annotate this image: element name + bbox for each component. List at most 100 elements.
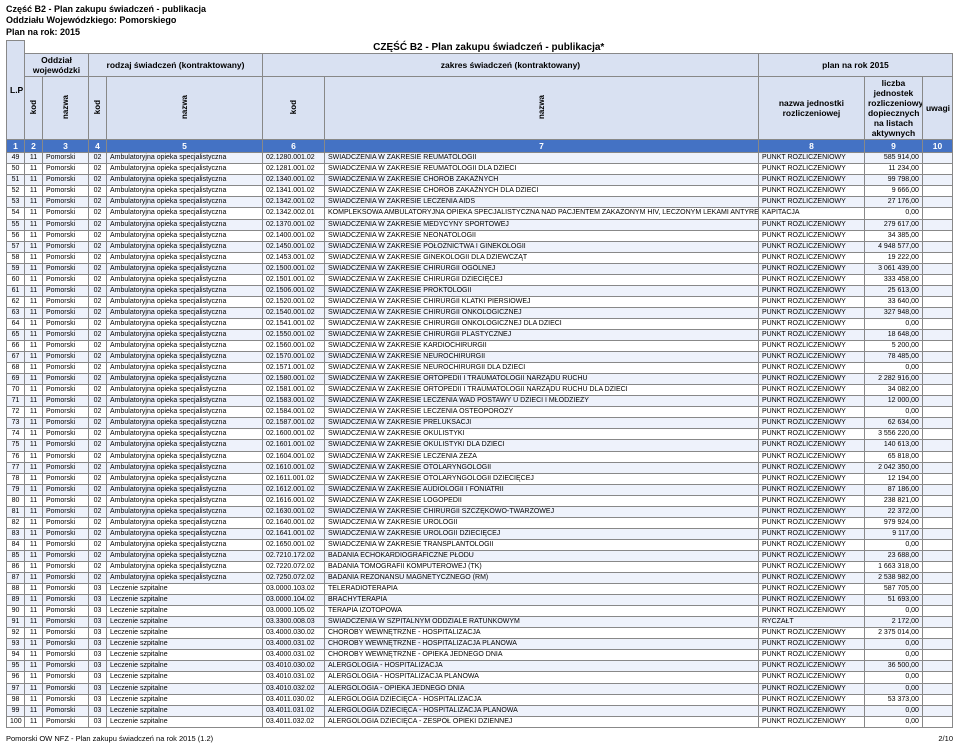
table-cell: Ambulatoryjna opieka specjalistyczna: [107, 208, 263, 219]
table-cell: ŚWIADCZENIA W ZAKRESIE REUMATOLOGII DLA …: [325, 164, 759, 175]
table-cell: PUNKT ROZLICZENIOWY: [758, 418, 864, 429]
table-cell: Pomorski: [43, 363, 89, 374]
table-cell: 02: [89, 164, 107, 175]
table-cell: Pomorski: [43, 385, 89, 396]
table-cell: 0,00: [864, 683, 922, 694]
table-cell: 02: [89, 252, 107, 263]
table-cell: ŚWIADCZENIA W ZAKRESIE LECZENIA AIDS: [325, 197, 759, 208]
th-nazwa-2: nazwa: [107, 77, 263, 140]
table-cell: [922, 495, 952, 506]
table-cell: 11: [25, 550, 43, 561]
table-row: 5011Pomorski02Ambulatoryjna opieka specj…: [7, 164, 953, 175]
table-cell: [922, 528, 952, 539]
table-cell: 03.4011.030.02: [263, 694, 325, 705]
table-cell: ALERGOLOGIA DZIECIĘCA - ZESPÓŁ OPIEKI DZ…: [325, 716, 759, 727]
table-cell: PUNKT ROZLICZENIOWY: [758, 694, 864, 705]
table-cell: [922, 186, 952, 197]
table-cell: Pomorski: [43, 208, 89, 219]
table-cell: Pomorski: [43, 341, 89, 352]
table-cell: Ambulatoryjna opieka specjalistyczna: [107, 473, 263, 484]
table-cell: 587 705,00: [864, 584, 922, 595]
table-cell: Ambulatoryjna opieka specjalistyczna: [107, 451, 263, 462]
table-row: 4911Pomorski02Ambulatoryjna opieka specj…: [7, 153, 953, 164]
table-cell: Leczenie szpitalne: [107, 672, 263, 683]
table-cell: Ambulatoryjna opieka specjalistyczna: [107, 573, 263, 584]
table-cell: Ambulatoryjna opieka specjalistyczna: [107, 418, 263, 429]
table-cell: Ambulatoryjna opieka specjalistyczna: [107, 528, 263, 539]
table-cell: Leczenie szpitalne: [107, 716, 263, 727]
table-cell: 02: [89, 495, 107, 506]
table-row: 9711Pomorski03Leczenie szpitalne03.4010.…: [7, 683, 953, 694]
table-cell: [922, 440, 952, 451]
table-cell: PUNKT ROZLICZENIOWY: [758, 330, 864, 341]
table-row: 9011Pomorski03Leczenie szpitalne03.0000.…: [7, 606, 953, 617]
table-row: 8211Pomorski02Ambulatoryjna opieka specj…: [7, 517, 953, 528]
table-row: 6411Pomorski02Ambulatoryjna opieka specj…: [7, 318, 953, 329]
table-cell: 02.1540.001.02: [263, 307, 325, 318]
table-cell: 02.1560.001.02: [263, 341, 325, 352]
table-cell: 51: [7, 175, 25, 186]
table-cell: Ambulatoryjna opieka specjalistyczna: [107, 484, 263, 495]
table-cell: 02.1370.001.02: [263, 219, 325, 230]
table-cell: 11: [25, 175, 43, 186]
table-cell: [922, 307, 952, 318]
table-row: 7611Pomorski02Ambulatoryjna opieka specj…: [7, 451, 953, 462]
table-row: 8711Pomorski02Ambulatoryjna opieka specj…: [7, 573, 953, 584]
table-cell: 11: [25, 263, 43, 274]
table-cell: 56: [7, 230, 25, 241]
table-cell: ŚWIADCZENIA W ZAKRESIE CHORÓB ZAKAŹNYCH: [325, 175, 759, 186]
table-cell: Ambulatoryjna opieka specjalistyczna: [107, 407, 263, 418]
table-body: 123 456 789 10 4911Pomorski02Ambulatoryj…: [7, 140, 953, 727]
table-cell: 98: [7, 694, 25, 705]
table-cell: PUNKT ROZLICZENIOWY: [758, 363, 864, 374]
table-cell: 03.4010.030.02: [263, 661, 325, 672]
table-cell: 02.1587.001.02: [263, 418, 325, 429]
table-cell: 02.1611.001.02: [263, 473, 325, 484]
table-cell: Pomorski: [43, 528, 89, 539]
table-cell: PUNKT ROZLICZENIOWY: [758, 407, 864, 418]
table-cell: 49: [7, 153, 25, 164]
table-cell: PUNKT ROZLICZENIOWY: [758, 550, 864, 561]
table-cell: 0,00: [864, 716, 922, 727]
table-cell: 23 688,00: [864, 550, 922, 561]
table-cell: ŚWIADCZENIA W ZAKRESIE CHIRURGII SZCZĘKO…: [325, 506, 759, 517]
table-cell: 03: [89, 705, 107, 716]
table-cell: PUNKT ROZLICZENIOWY: [758, 186, 864, 197]
table-cell: PUNKT ROZLICZENIOWY: [758, 285, 864, 296]
th-liczba: liczba jednostek rozliczeniowych/po dopi…: [864, 77, 922, 140]
table-cell: 02.1280.001.02: [263, 153, 325, 164]
table-cell: 18 648,00: [864, 330, 922, 341]
table-cell: 78 485,00: [864, 352, 922, 363]
table-cell: BADANIA TOMOGRAFII KOMPUTEROWEJ (TK): [325, 561, 759, 572]
table-cell: 53: [7, 197, 25, 208]
table-cell: Pomorski: [43, 617, 89, 628]
table-cell: 11: [25, 230, 43, 241]
table-cell: 02: [89, 352, 107, 363]
table-cell: 11: [25, 186, 43, 197]
table-cell: 02: [89, 484, 107, 495]
table-row: 8611Pomorski02Ambulatoryjna opieka specj…: [7, 561, 953, 572]
table-cell: 02: [89, 451, 107, 462]
table-row: 5711Pomorski02Ambulatoryjna opieka specj…: [7, 241, 953, 252]
table-cell: [922, 595, 952, 606]
table-cell: 03: [89, 661, 107, 672]
table-cell: Ambulatoryjna opieka specjalistyczna: [107, 274, 263, 285]
table-cell: [922, 451, 952, 462]
table-cell: PUNKT ROZLICZENIOWY: [758, 517, 864, 528]
table-cell: Pomorski: [43, 628, 89, 639]
table-cell: 02.1581.001.02: [263, 385, 325, 396]
table-cell: 83: [7, 528, 25, 539]
table-cell: PUNKT ROZLICZENIOWY: [758, 296, 864, 307]
table-cell: Ambulatoryjna opieka specjalistyczna: [107, 495, 263, 506]
table-cell: [922, 208, 952, 219]
table-cell: 02: [89, 219, 107, 230]
table-cell: 03.0000.105.02: [263, 606, 325, 617]
table-cell: Pomorski: [43, 694, 89, 705]
table-cell: Leczenie szpitalne: [107, 639, 263, 650]
table-row: 8911Pomorski03Leczenie szpitalne03.0000.…: [7, 595, 953, 606]
col-number-row: 123 456 789 10: [7, 140, 953, 153]
table-cell: PUNKT ROZLICZENIOWY: [758, 263, 864, 274]
table-cell: 03: [89, 606, 107, 617]
table-cell: 11: [25, 573, 43, 584]
table-cell: PUNKT ROZLICZENIOWY: [758, 506, 864, 517]
